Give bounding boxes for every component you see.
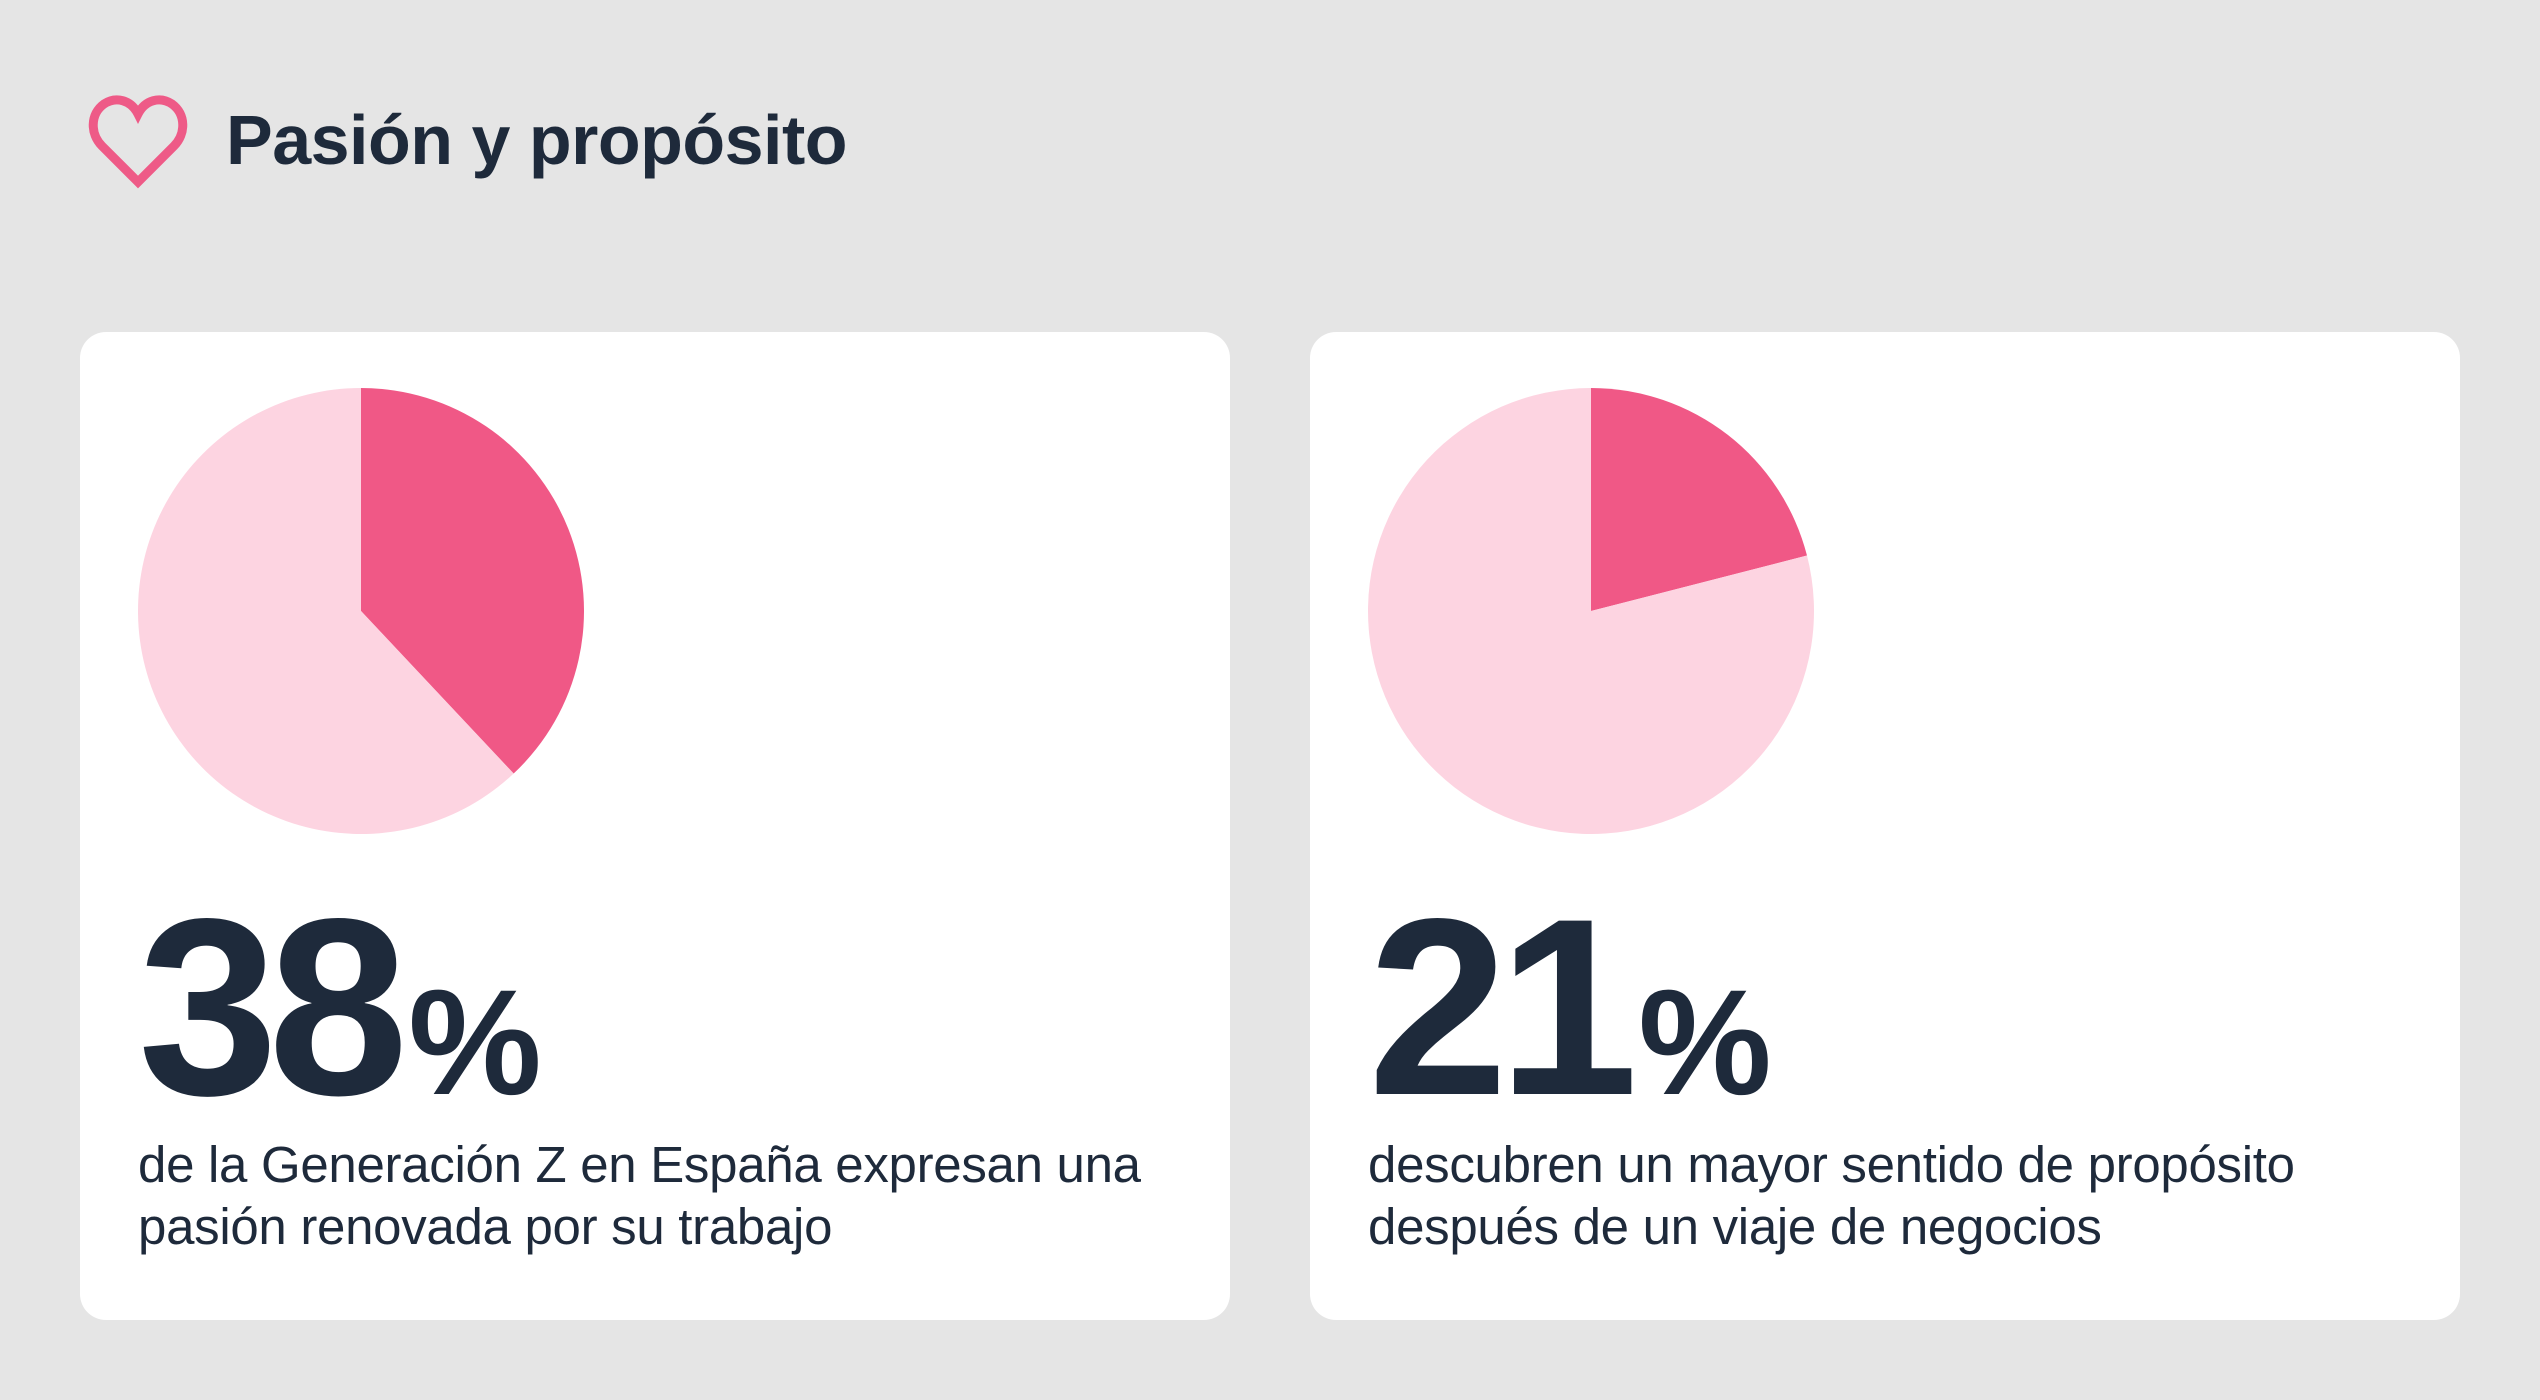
stat-description: de la Generación Z en España expresan un… <box>138 1136 1141 1255</box>
stat-card-passion: 38 % de la Generación Z en España expres… <box>80 332 1230 1320</box>
pie-slice-rest <box>138 388 514 834</box>
stat-percent-sign: % <box>408 958 542 1126</box>
stat-percent-sign: % <box>1638 958 1772 1126</box>
stat-number: 21 <box>1368 867 1638 1148</box>
stat-number: 38 <box>138 867 408 1148</box>
header: Pasión y propósito <box>86 88 848 192</box>
pie-slice-rest <box>1368 388 1814 834</box>
pie-chart-passion <box>138 388 584 834</box>
pie-slice-highlight <box>361 388 584 774</box>
stat-description: descubren un mayor sentido de propósito … <box>1368 1136 2295 1255</box>
page-title: Pasión y propósito <box>226 101 848 179</box>
heart-icon <box>88 95 188 189</box>
pie-chart-purpose <box>1368 388 1814 834</box>
stat-value: 21 % <box>1368 882 1772 1134</box>
stat-card-purpose: 21 % descubren un mayor sentido de propó… <box>1310 332 2460 1320</box>
pie-slice-highlight <box>1591 388 1807 611</box>
stat-value: 38 % <box>138 882 542 1134</box>
